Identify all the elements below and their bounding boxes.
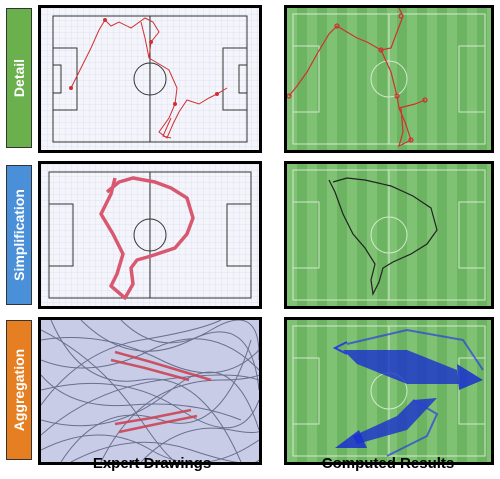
simplification-sketch-path (99, 176, 195, 300)
row-label-simplification-text: Simplification (11, 189, 27, 281)
upper-arrow (343, 350, 459, 384)
aggregation-red-highlights (110, 350, 212, 434)
row-label-simplification: Simplification (6, 165, 32, 305)
aggregation-blue-arrows (332, 328, 484, 457)
column-title-computed-results: Computed Results (321, 455, 455, 472)
pitch-markings (292, 169, 486, 301)
aggregation-expert-drawing (38, 317, 262, 465)
row-label-detail-text: Detail (11, 58, 27, 98)
simplification-computed-path (328, 177, 438, 296)
aggregation-sketch-lines (41, 320, 259, 462)
column-title-expert-drawings: Expert Drawings (92, 455, 212, 472)
aggregation-computed-result (284, 317, 494, 465)
pitch-markings (292, 13, 486, 145)
row-label-aggregation: Aggregation (6, 320, 32, 460)
pitch-markings (48, 171, 252, 299)
simplification-computed-result (284, 161, 494, 309)
upper-arrow-head (457, 364, 483, 390)
row-label-detail: Detail (6, 8, 32, 148)
detail-computed-path (287, 8, 428, 148)
detail-computed-result (284, 5, 494, 153)
simplification-expert-drawing (38, 161, 262, 309)
lower-arrow (353, 398, 437, 444)
detail-sketch-path (69, 17, 228, 139)
detail-expert-drawing (38, 5, 262, 153)
pitch-markings (52, 15, 248, 143)
lower-arrow-head (335, 430, 367, 448)
row-label-aggregation-text: Aggregation (11, 348, 27, 432)
